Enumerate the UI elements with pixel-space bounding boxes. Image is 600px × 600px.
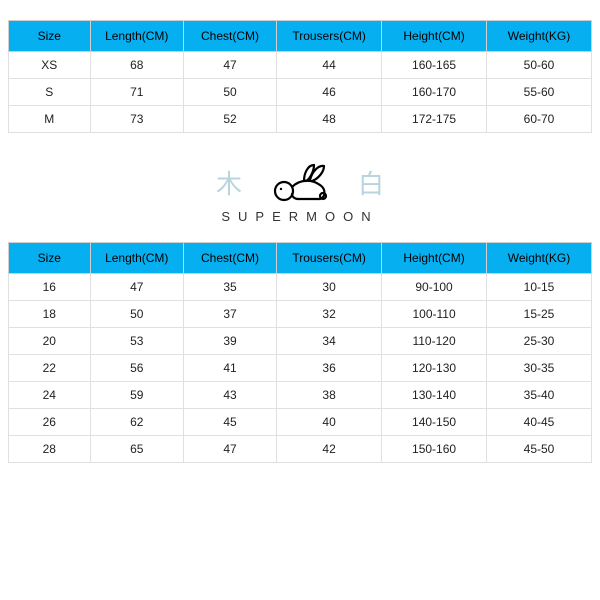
table-cell: 68 [90,52,183,79]
table-cell: 45 [183,409,276,436]
table-cell: 53 [90,328,183,355]
logo-left-char: 木 [216,164,242,201]
table-cell: 71 [90,79,183,106]
table-cell: 52 [183,106,276,133]
size-chart: Size Length(CM) Chest(CM) Trousers(CM) H… [8,20,592,463]
table-cell: 120-130 [382,355,487,382]
table-cell: 160-170 [382,79,487,106]
table-cell: M [9,106,91,133]
table-cell: 37 [183,301,276,328]
rabbit-icon [270,161,330,203]
table-cell: 24 [9,382,91,409]
col-trousers: Trousers(CM) [277,243,382,274]
table-cell: 100-110 [382,301,487,328]
table-cell: 150-160 [382,436,487,463]
table-cell: 48 [277,106,382,133]
table-cell: 42 [277,436,382,463]
table-cell: 44 [277,52,382,79]
table-header-row: Size Length(CM) Chest(CM) Trousers(CM) H… [9,21,592,52]
table-cell: 32 [277,301,382,328]
table-cell: 160-165 [382,52,487,79]
table-cell: 65 [90,436,183,463]
table-cell: 110-120 [382,328,487,355]
table-cell: 40-45 [487,409,592,436]
col-height: Height(CM) [382,243,487,274]
adult-size-table: Size Length(CM) Chest(CM) Trousers(CM) H… [8,20,592,133]
logo-row: 木 白 [8,161,592,203]
table-cell: XS [9,52,91,79]
table-cell: 45-50 [487,436,592,463]
table-row: 22564136120-13030-35 [9,355,592,382]
table-cell: 28 [9,436,91,463]
table-row: S715046160-17055-60 [9,79,592,106]
table-cell: 35 [183,274,276,301]
col-height: Height(CM) [382,21,487,52]
table-cell: 55-60 [487,79,592,106]
table-cell: 35-40 [487,382,592,409]
table-cell: 36 [277,355,382,382]
table-cell: 46 [277,79,382,106]
table-cell: 56 [90,355,183,382]
logo-right-char: 白 [358,164,384,201]
table-cell: S [9,79,91,106]
table-row: 1647353090-10010-15 [9,274,592,301]
table-cell: 47 [90,274,183,301]
kids-tbody: 1647353090-10010-1518503732100-11015-252… [9,274,592,463]
col-chest: Chest(CM) [183,21,276,52]
table-cell: 26 [9,409,91,436]
table-cell: 90-100 [382,274,487,301]
table-cell: 62 [90,409,183,436]
table-cell: 50 [90,301,183,328]
table-cell: 130-140 [382,382,487,409]
table-cell: 60-70 [487,106,592,133]
kids-size-table: Size Length(CM) Chest(CM) Trousers(CM) H… [8,242,592,463]
table-cell: 172-175 [382,106,487,133]
table-cell: 30-35 [487,355,592,382]
col-trousers: Trousers(CM) [277,21,382,52]
table-header-row: Size Length(CM) Chest(CM) Trousers(CM) H… [9,243,592,274]
brand-name: SUPERMOON [8,209,592,224]
table-row: XS684744160-16550-60 [9,52,592,79]
col-size: Size [9,243,91,274]
table-cell: 38 [277,382,382,409]
table-cell: 43 [183,382,276,409]
table-row: 24594338130-14035-40 [9,382,592,409]
table-cell: 22 [9,355,91,382]
col-weight: Weight(KG) [487,243,592,274]
table-row: 28654742150-16045-50 [9,436,592,463]
table-cell: 15-25 [487,301,592,328]
table-cell: 47 [183,436,276,463]
table-cell: 73 [90,106,183,133]
col-length: Length(CM) [90,243,183,274]
table-row: 18503732100-11015-25 [9,301,592,328]
table-cell: 140-150 [382,409,487,436]
table-cell: 16 [9,274,91,301]
col-size: Size [9,21,91,52]
table-cell: 20 [9,328,91,355]
table-cell: 59 [90,382,183,409]
table-cell: 39 [183,328,276,355]
brand-logo-block: 木 白 SUPERMOON [8,161,592,224]
adult-tbody: XS684744160-16550-60S715046160-17055-60M… [9,52,592,133]
table-cell: 10-15 [487,274,592,301]
table-cell: 18 [9,301,91,328]
table-cell: 50-60 [487,52,592,79]
table-cell: 41 [183,355,276,382]
table-cell: 34 [277,328,382,355]
col-chest: Chest(CM) [183,243,276,274]
table-row: 20533934110-12025-30 [9,328,592,355]
table-row: 26624540140-15040-45 [9,409,592,436]
col-weight: Weight(KG) [487,21,592,52]
table-cell: 40 [277,409,382,436]
table-cell: 25-30 [487,328,592,355]
col-length: Length(CM) [90,21,183,52]
table-row: M735248172-17560-70 [9,106,592,133]
table-cell: 50 [183,79,276,106]
table-cell: 47 [183,52,276,79]
table-cell: 30 [277,274,382,301]
